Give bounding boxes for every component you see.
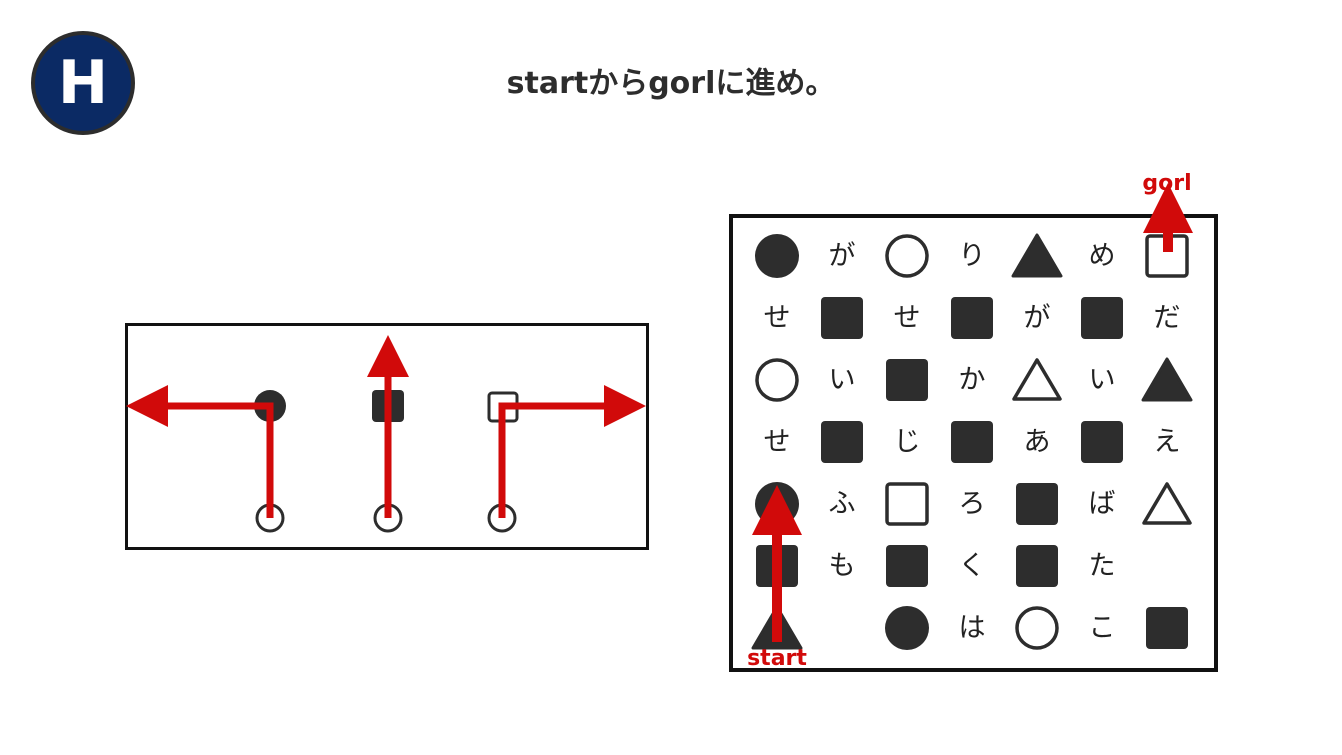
filled-square-icon	[1081, 421, 1123, 463]
badge-letter: H	[57, 48, 109, 118]
grid-char: せ	[764, 427, 791, 458]
grid-char: え	[1154, 427, 1181, 458]
grid-char: ろ	[959, 489, 986, 520]
rules-legend	[125, 323, 649, 550]
grid-char: せ	[764, 303, 791, 334]
grid-char: か	[959, 365, 986, 396]
filled-square-icon	[1016, 545, 1058, 587]
grid-char: は	[959, 613, 986, 644]
grid-char: じ	[894, 427, 921, 458]
grid-char: く	[959, 551, 986, 582]
start-label: start	[747, 646, 807, 671]
grid-char: い	[829, 365, 856, 396]
turn-left-arrow	[126, 385, 274, 518]
section-badge: H	[31, 31, 135, 135]
grid-char: が	[829, 241, 856, 272]
grid-char: り	[959, 241, 986, 272]
rule-filled-square-straight	[367, 335, 409, 533]
grid-char: あ	[1024, 427, 1051, 458]
filled-square-icon	[886, 545, 928, 587]
grid-char: も	[829, 551, 856, 582]
filled-square-icon	[1081, 297, 1123, 339]
rule-filled-circle-left	[126, 385, 286, 533]
page-title: startからgorlに進め。	[506, 66, 836, 101]
filled-square-icon	[1016, 483, 1058, 525]
filled-square-icon	[886, 359, 928, 401]
maze-board: がりめせせがだいかいせじあえふろばもくたはこ start gorl	[729, 171, 1218, 672]
grid-char: だ	[1154, 303, 1181, 334]
outline-triangle-icon	[1012, 358, 1062, 401]
filled-square-icon	[1146, 607, 1188, 649]
grid-char: め	[1089, 241, 1116, 272]
outline-circle-icon	[755, 358, 799, 402]
grid-char: せ	[894, 303, 921, 334]
filled-circle-icon	[885, 606, 929, 650]
filled-square-icon	[951, 421, 993, 463]
grid-char: が	[1024, 303, 1051, 334]
grid-char: い	[1089, 365, 1116, 396]
filled-square-icon	[821, 421, 863, 463]
board-grid: がりめせせがだいかいせじあえふろばもくたはこ	[751, 233, 1193, 650]
outline-square-icon	[885, 482, 929, 526]
grid-char: ふ	[829, 489, 856, 520]
outline-circle-icon	[1015, 606, 1059, 650]
filled-square-icon	[951, 297, 993, 339]
filled-triangle-icon	[1141, 357, 1193, 402]
grid-char: た	[1089, 551, 1116, 582]
grid-char: こ	[1089, 613, 1116, 644]
filled-square-icon	[821, 297, 863, 339]
outline-circle-icon	[885, 234, 929, 278]
rule-outline-square-right	[487, 385, 646, 533]
outline-triangle-icon	[1142, 482, 1192, 525]
filled-circle-icon	[755, 234, 799, 278]
turn-right-arrow	[498, 385, 646, 518]
filled-triangle-icon	[1011, 233, 1063, 278]
grid-char: ば	[1089, 489, 1116, 520]
goal-label: gorl	[1142, 171, 1191, 196]
